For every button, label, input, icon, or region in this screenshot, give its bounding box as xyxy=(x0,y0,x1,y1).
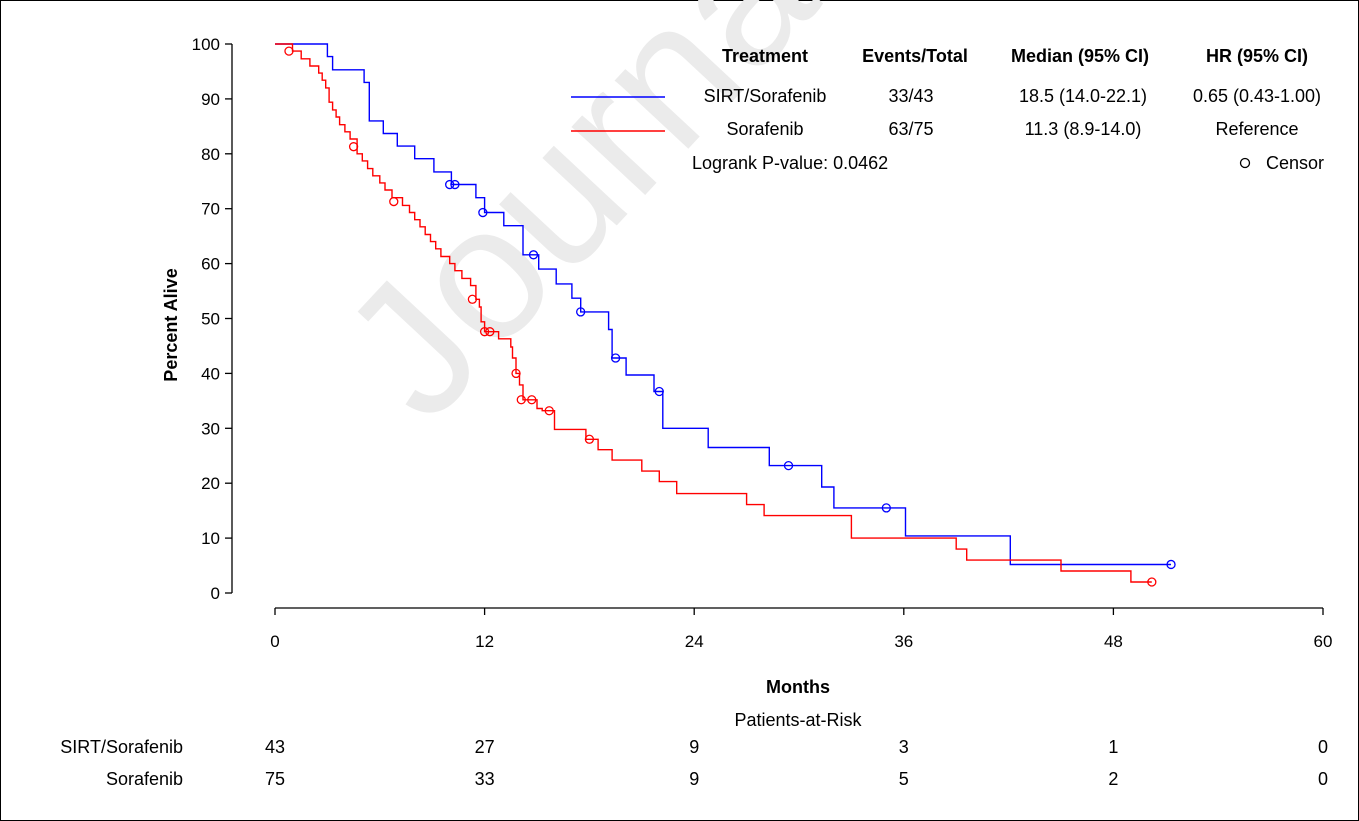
censor-mark xyxy=(445,179,455,190)
legend-header-treatment: Treatment xyxy=(722,46,808,66)
censor-mark xyxy=(389,196,399,207)
censor-mark xyxy=(348,142,359,152)
x-tick-label: 12 xyxy=(475,632,494,651)
at-risk-label-sorafenib: Sorafenib xyxy=(106,769,183,789)
legend-hr-sirt: 0.65 (0.43-1.00) xyxy=(1193,86,1321,106)
x-axis-title: Months xyxy=(766,677,830,697)
at-risk-title: Patients-at-Risk xyxy=(734,710,862,730)
y-tick-label: 20 xyxy=(201,474,220,493)
y-tick-label: 50 xyxy=(201,310,220,329)
censor-marks xyxy=(284,46,1176,587)
censor-mark xyxy=(544,406,554,416)
censor-mark xyxy=(881,503,891,513)
y-tick-label: 30 xyxy=(201,419,220,438)
at-risk-count: 9 xyxy=(689,737,699,757)
axes: 0 10 20 30 40 50 60 70 80 90 100 0 12 24 36 48 60 xyxy=(192,35,1333,651)
x-tick-label: 24 xyxy=(685,632,704,651)
x-tick-label: 0 xyxy=(270,632,279,651)
legend-header-hr: HR (95% CI) xyxy=(1206,46,1308,66)
at-risk-count: 0 xyxy=(1318,769,1328,789)
censor-mark xyxy=(654,386,664,397)
legend-treatment-sorafenib: Sorafenib xyxy=(726,119,803,139)
legend-median-sirt: 18.5 (14.0-22.1) xyxy=(1019,86,1147,106)
at-risk-count: 1 xyxy=(1108,737,1118,757)
x-tick-label: 60 xyxy=(1314,632,1333,651)
y-tick-label: 60 xyxy=(201,255,220,274)
censor-mark xyxy=(516,395,526,405)
y-tick-label: 0 xyxy=(211,584,220,603)
censor-legend-icon xyxy=(1239,157,1251,169)
at-risk-counts: 43 27 9 3 1 0 75 33 9 5 2 0 xyxy=(265,737,1328,789)
censor-mark xyxy=(527,395,537,405)
legend-events-sorafenib: 63/75 xyxy=(888,119,933,139)
x-tick-label: 48 xyxy=(1104,632,1123,651)
logrank-pvalue: Logrank P-value: 0.0462 xyxy=(692,153,888,173)
censor-mark xyxy=(479,327,490,337)
legend-events-sirt: 33/43 xyxy=(888,86,933,106)
at-risk-count: 3 xyxy=(899,737,909,757)
at-risk-label-sirt: SIRT/Sorafenib xyxy=(60,737,183,757)
legend-treatment-sirt: SIRT/Sorafenib xyxy=(704,86,827,106)
legend-header-median: Median (95% CI) xyxy=(1011,46,1149,66)
y-tick-label: 90 xyxy=(201,90,220,109)
censor-mark xyxy=(528,250,539,260)
legend-median-sorafenib: 11.3 (8.9-14.0) xyxy=(1025,119,1142,139)
y-axis-title: Percent Alive xyxy=(161,268,181,381)
censor-mark xyxy=(1166,559,1176,570)
censor-mark xyxy=(467,294,478,304)
y-tick-label: 10 xyxy=(201,529,220,548)
at-risk-count: 0 xyxy=(1318,737,1328,757)
censor-mark xyxy=(284,46,294,56)
survival-curves xyxy=(275,43,1171,583)
legend-hr-sorafenib: Reference xyxy=(1215,119,1298,139)
censor-mark xyxy=(450,179,460,190)
x-tick-label: 36 xyxy=(894,632,913,651)
at-risk-count: 75 xyxy=(265,769,285,789)
survival-curve-sirt-sorafenib xyxy=(275,43,1171,566)
at-risk-count: 9 xyxy=(689,769,699,789)
censor-mark xyxy=(478,207,488,218)
at-risk-count: 2 xyxy=(1108,769,1118,789)
at-risk-count: 27 xyxy=(475,737,495,757)
censor-mark xyxy=(783,460,794,471)
censor-mark xyxy=(584,434,595,444)
censor-mark xyxy=(576,307,586,317)
legend-header-events: Events/Total xyxy=(862,46,968,66)
y-tick-label: 70 xyxy=(201,200,220,219)
survival-curve-sorafenib xyxy=(275,43,1152,583)
censor-mark xyxy=(610,353,621,363)
at-risk-count: 43 xyxy=(265,737,285,757)
censor-legend-label: Censor xyxy=(1266,153,1324,173)
y-tick-label: 100 xyxy=(192,35,220,54)
censor-mark xyxy=(1147,577,1157,587)
y-tick-label: 40 xyxy=(201,364,220,383)
at-risk-count: 5 xyxy=(899,769,909,789)
legend: Treatment Events/Total Median (95% CI) H… xyxy=(571,46,1324,173)
y-tick-label: 80 xyxy=(201,145,220,164)
at-risk-count: 33 xyxy=(475,769,495,789)
censor-mark xyxy=(511,368,521,379)
censor-mark xyxy=(485,327,495,337)
